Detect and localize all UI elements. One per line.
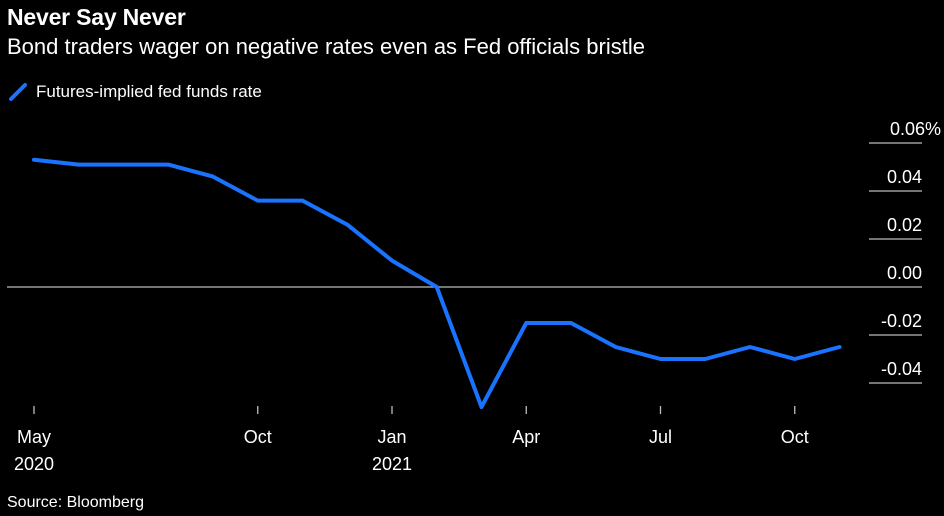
series-line (32, 157, 842, 409)
series-layer (32, 157, 842, 409)
x-tick-sublabel: 2021 (372, 454, 412, 474)
y-tick-label: -0.04 (881, 359, 922, 379)
legend-label: Futures-implied fed funds rate (36, 82, 262, 101)
y-axis: 0.06% 0.04 0.02 0.00 -0.02 -0.04 (7, 119, 941, 384)
chart-subtitle: Bond traders wager on negative rates eve… (7, 34, 645, 59)
x-tick-label: Jan (377, 427, 406, 447)
x-tick-label: Oct (244, 427, 272, 447)
y-tick-label: 0.00 (887, 263, 922, 283)
chart-title: Never Say Never (7, 4, 186, 30)
x-tick-label: Jul (649, 427, 672, 447)
x-tick-sublabel: 2020 (14, 454, 54, 474)
x-tick-label: Apr (512, 427, 540, 447)
y-tick-label: 0.06% (890, 119, 941, 139)
y-tick-label: 0.04 (887, 167, 922, 187)
y-tick-label: 0.02 (887, 215, 922, 235)
x-tick-label: May (17, 427, 51, 447)
y-tick-label: -0.02 (881, 311, 922, 331)
legend-line-icon (9, 83, 27, 101)
x-axis: May 2020 Oct Jan 2021 Apr Jul Oct (14, 406, 809, 474)
x-tick-label: Oct (781, 427, 809, 447)
source-note: Source: Bloomberg (7, 494, 144, 511)
legend: Futures-implied fed funds rate (9, 82, 262, 102)
